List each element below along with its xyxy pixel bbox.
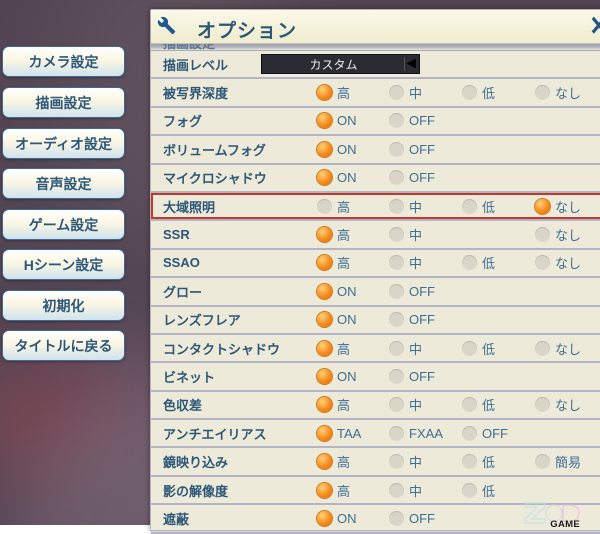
svg-text:GAME: GAME: [550, 519, 580, 528]
